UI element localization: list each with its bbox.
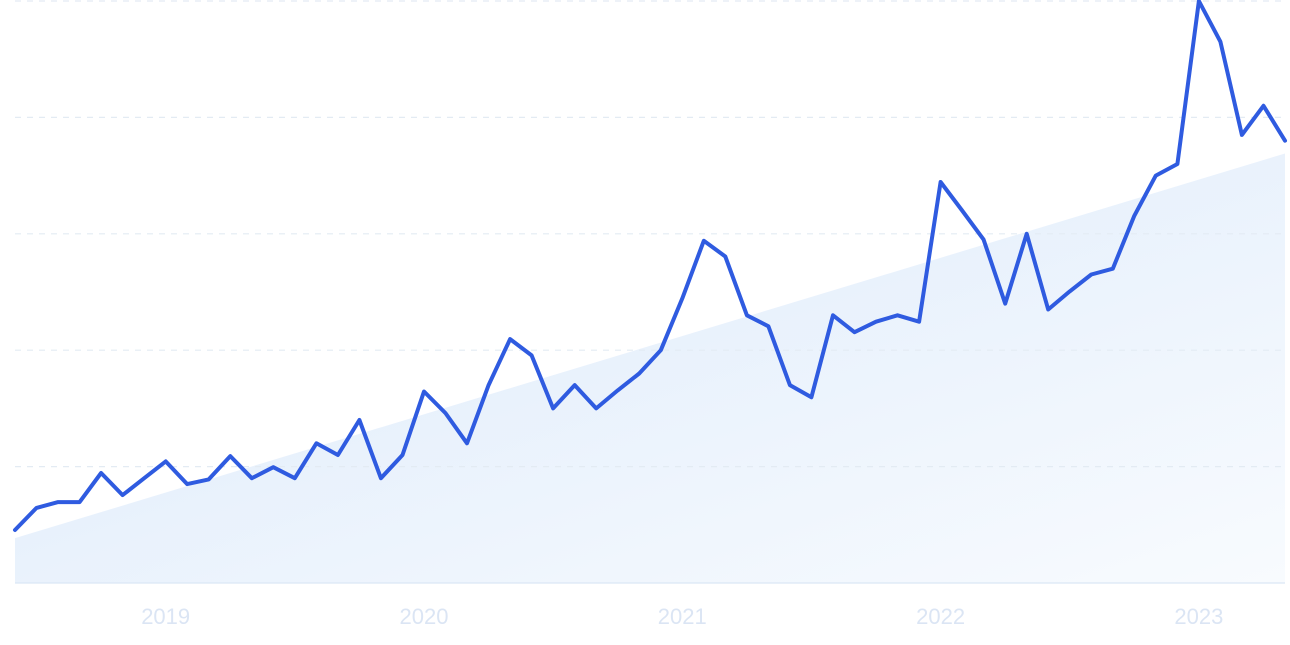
x-tick-label: 2022	[916, 604, 965, 629]
trend-area	[15, 153, 1285, 583]
x-tick-label: 2023	[1174, 604, 1223, 629]
x-tick-label: 2019	[141, 604, 190, 629]
line	[13, 0, 1287, 532]
x-tick-label: 2020	[400, 604, 449, 629]
x-tick-label: 2021	[658, 604, 707, 629]
